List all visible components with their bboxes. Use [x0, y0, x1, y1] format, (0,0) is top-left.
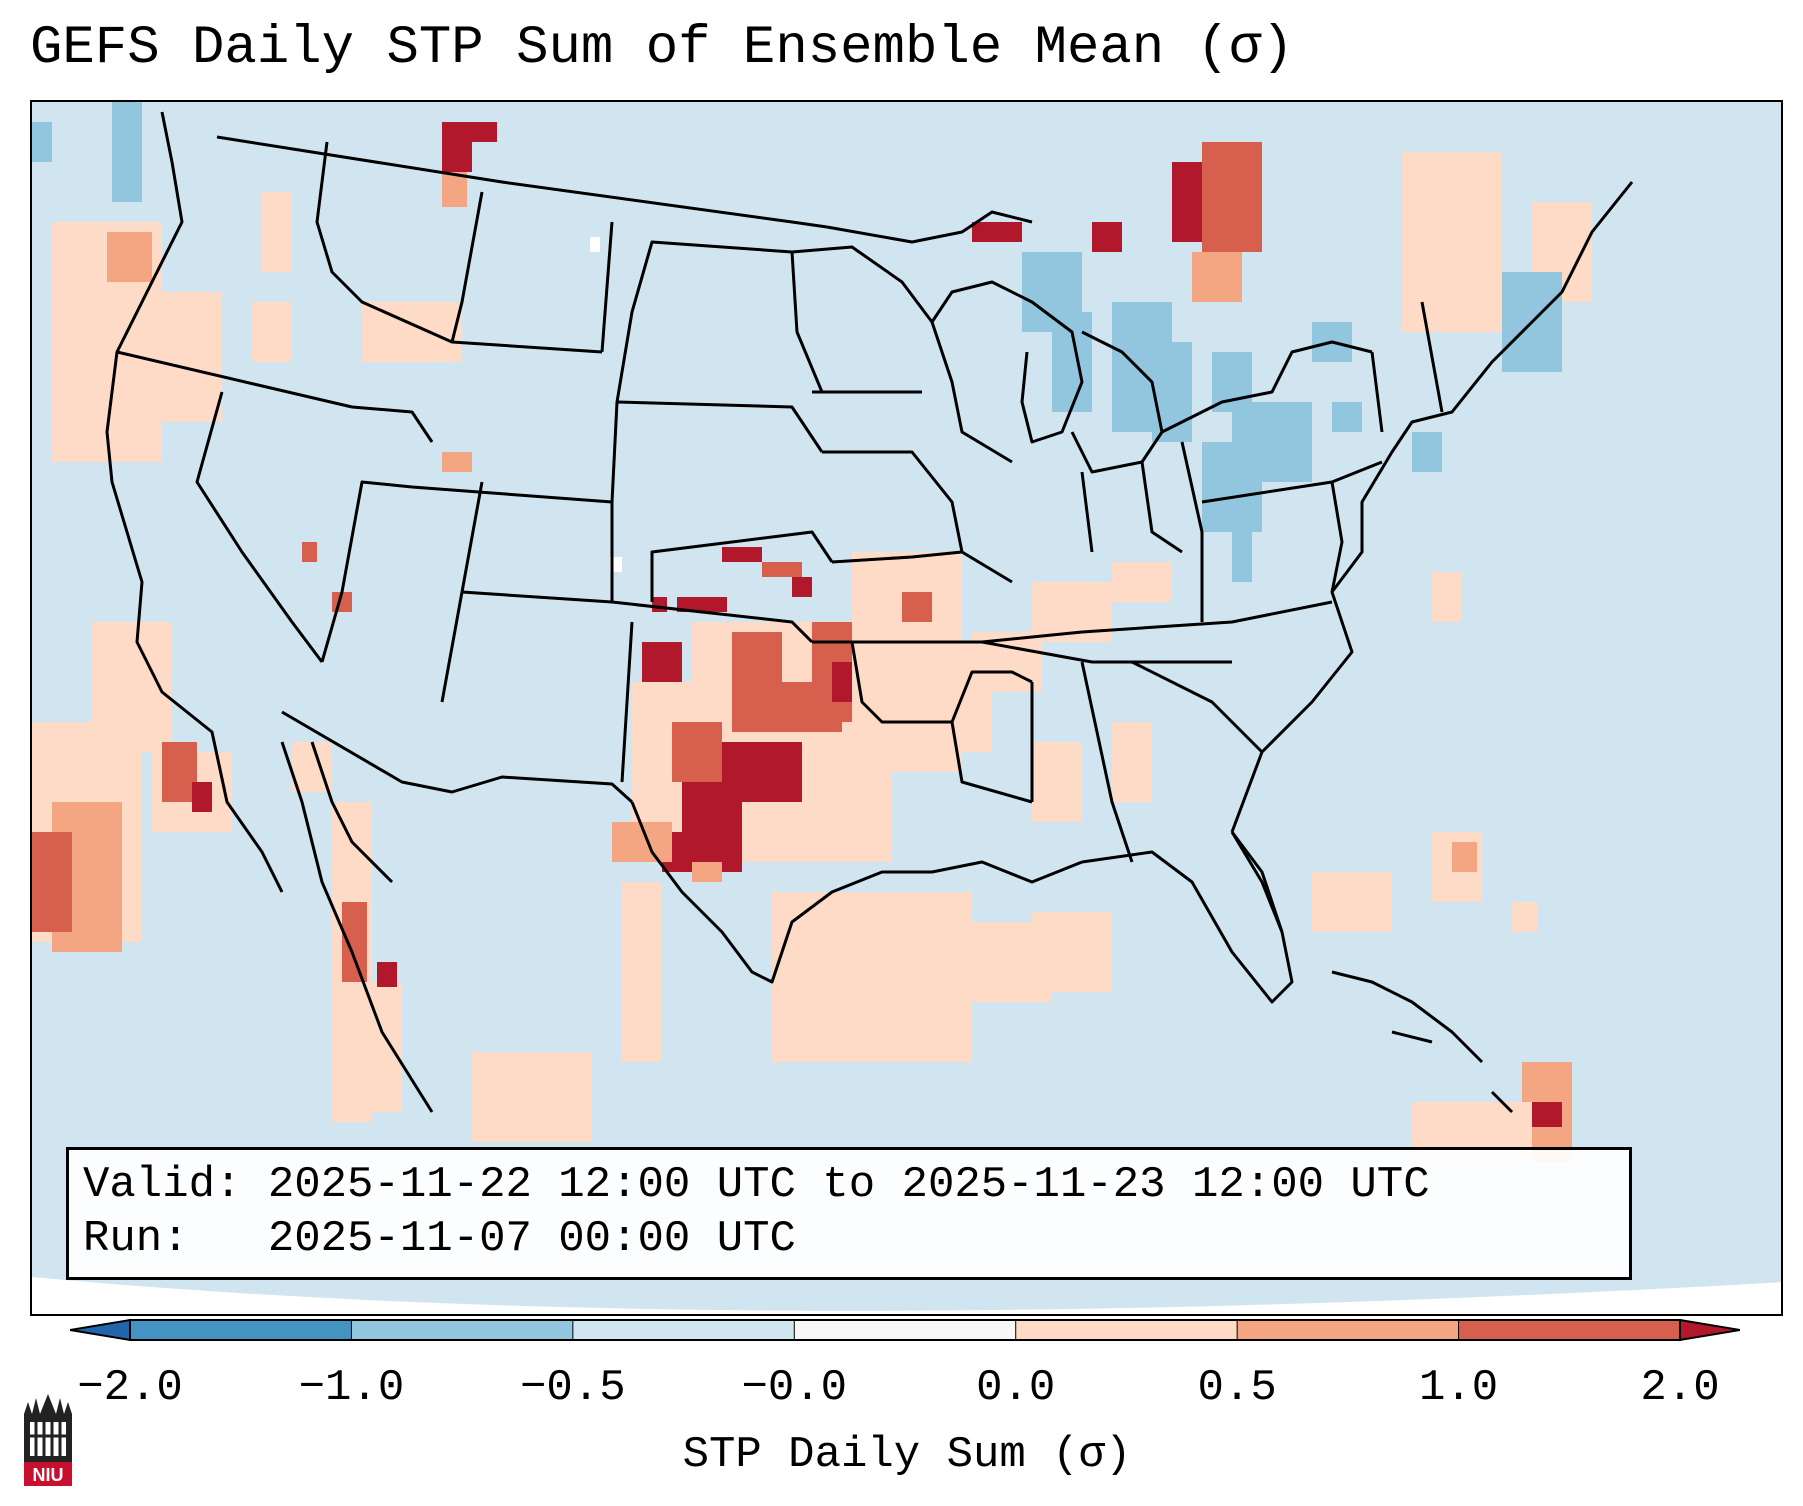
- negative-anomaly-cells: [32, 102, 1562, 582]
- colorbar-tick-label: 0.5: [1197, 1363, 1277, 1413]
- map-panel[interactable]: [30, 100, 1783, 1316]
- positive-anomaly-cells: [32, 122, 1592, 1162]
- valid-time-line: Valid: 2025-11-22 12:00 UTC to 2025-11-2…: [83, 1160, 1430, 1210]
- colorbar-segment: [130, 1320, 352, 1340]
- colorbar-extend-low: [70, 1318, 131, 1342]
- colorbar-label: STP Daily Sum (σ): [682, 1430, 1132, 1480]
- projection-edge: [32, 1277, 1781, 1314]
- colorbar-segment: [1237, 1320, 1460, 1340]
- colorbar-tick-label: 2.0: [1640, 1363, 1720, 1413]
- colorbar-tick-label: −0.0: [741, 1363, 848, 1413]
- colorbar-tick-label: −1.0: [298, 1363, 405, 1413]
- colorbar-tick-label: 0.0: [976, 1363, 1056, 1413]
- colorbar-tick-label: −2.0: [77, 1363, 183, 1413]
- logo-text: NIU: [33, 1465, 64, 1485]
- colorbar-segment: [794, 1320, 1017, 1340]
- colorbar-tick-label: −0.5: [520, 1363, 626, 1413]
- colorbar: [70, 1318, 1740, 1342]
- colorbar-extend-high: [1679, 1318, 1740, 1342]
- colorbar-segment: [351, 1320, 574, 1340]
- niu-logo: NIU: [24, 1394, 72, 1486]
- valid-run-info-box: Valid: 2025-11-22 12:00 UTC to 2025-11-2…: [66, 1147, 1632, 1280]
- map-canvas: [32, 102, 1781, 1314]
- run-time-line: Run: 2025-11-07 00:00 UTC: [83, 1214, 796, 1264]
- colorbar-segment: [1015, 1320, 1238, 1340]
- map-title: GEFS Daily STP Sum of Ensemble Mean (σ): [30, 18, 1294, 79]
- colorbar-tick-label: 1.0: [1418, 1363, 1499, 1413]
- colorbar-segment: [572, 1320, 795, 1340]
- state-borders: [105, 111, 1634, 1114]
- colorbar-segment: [1458, 1320, 1681, 1340]
